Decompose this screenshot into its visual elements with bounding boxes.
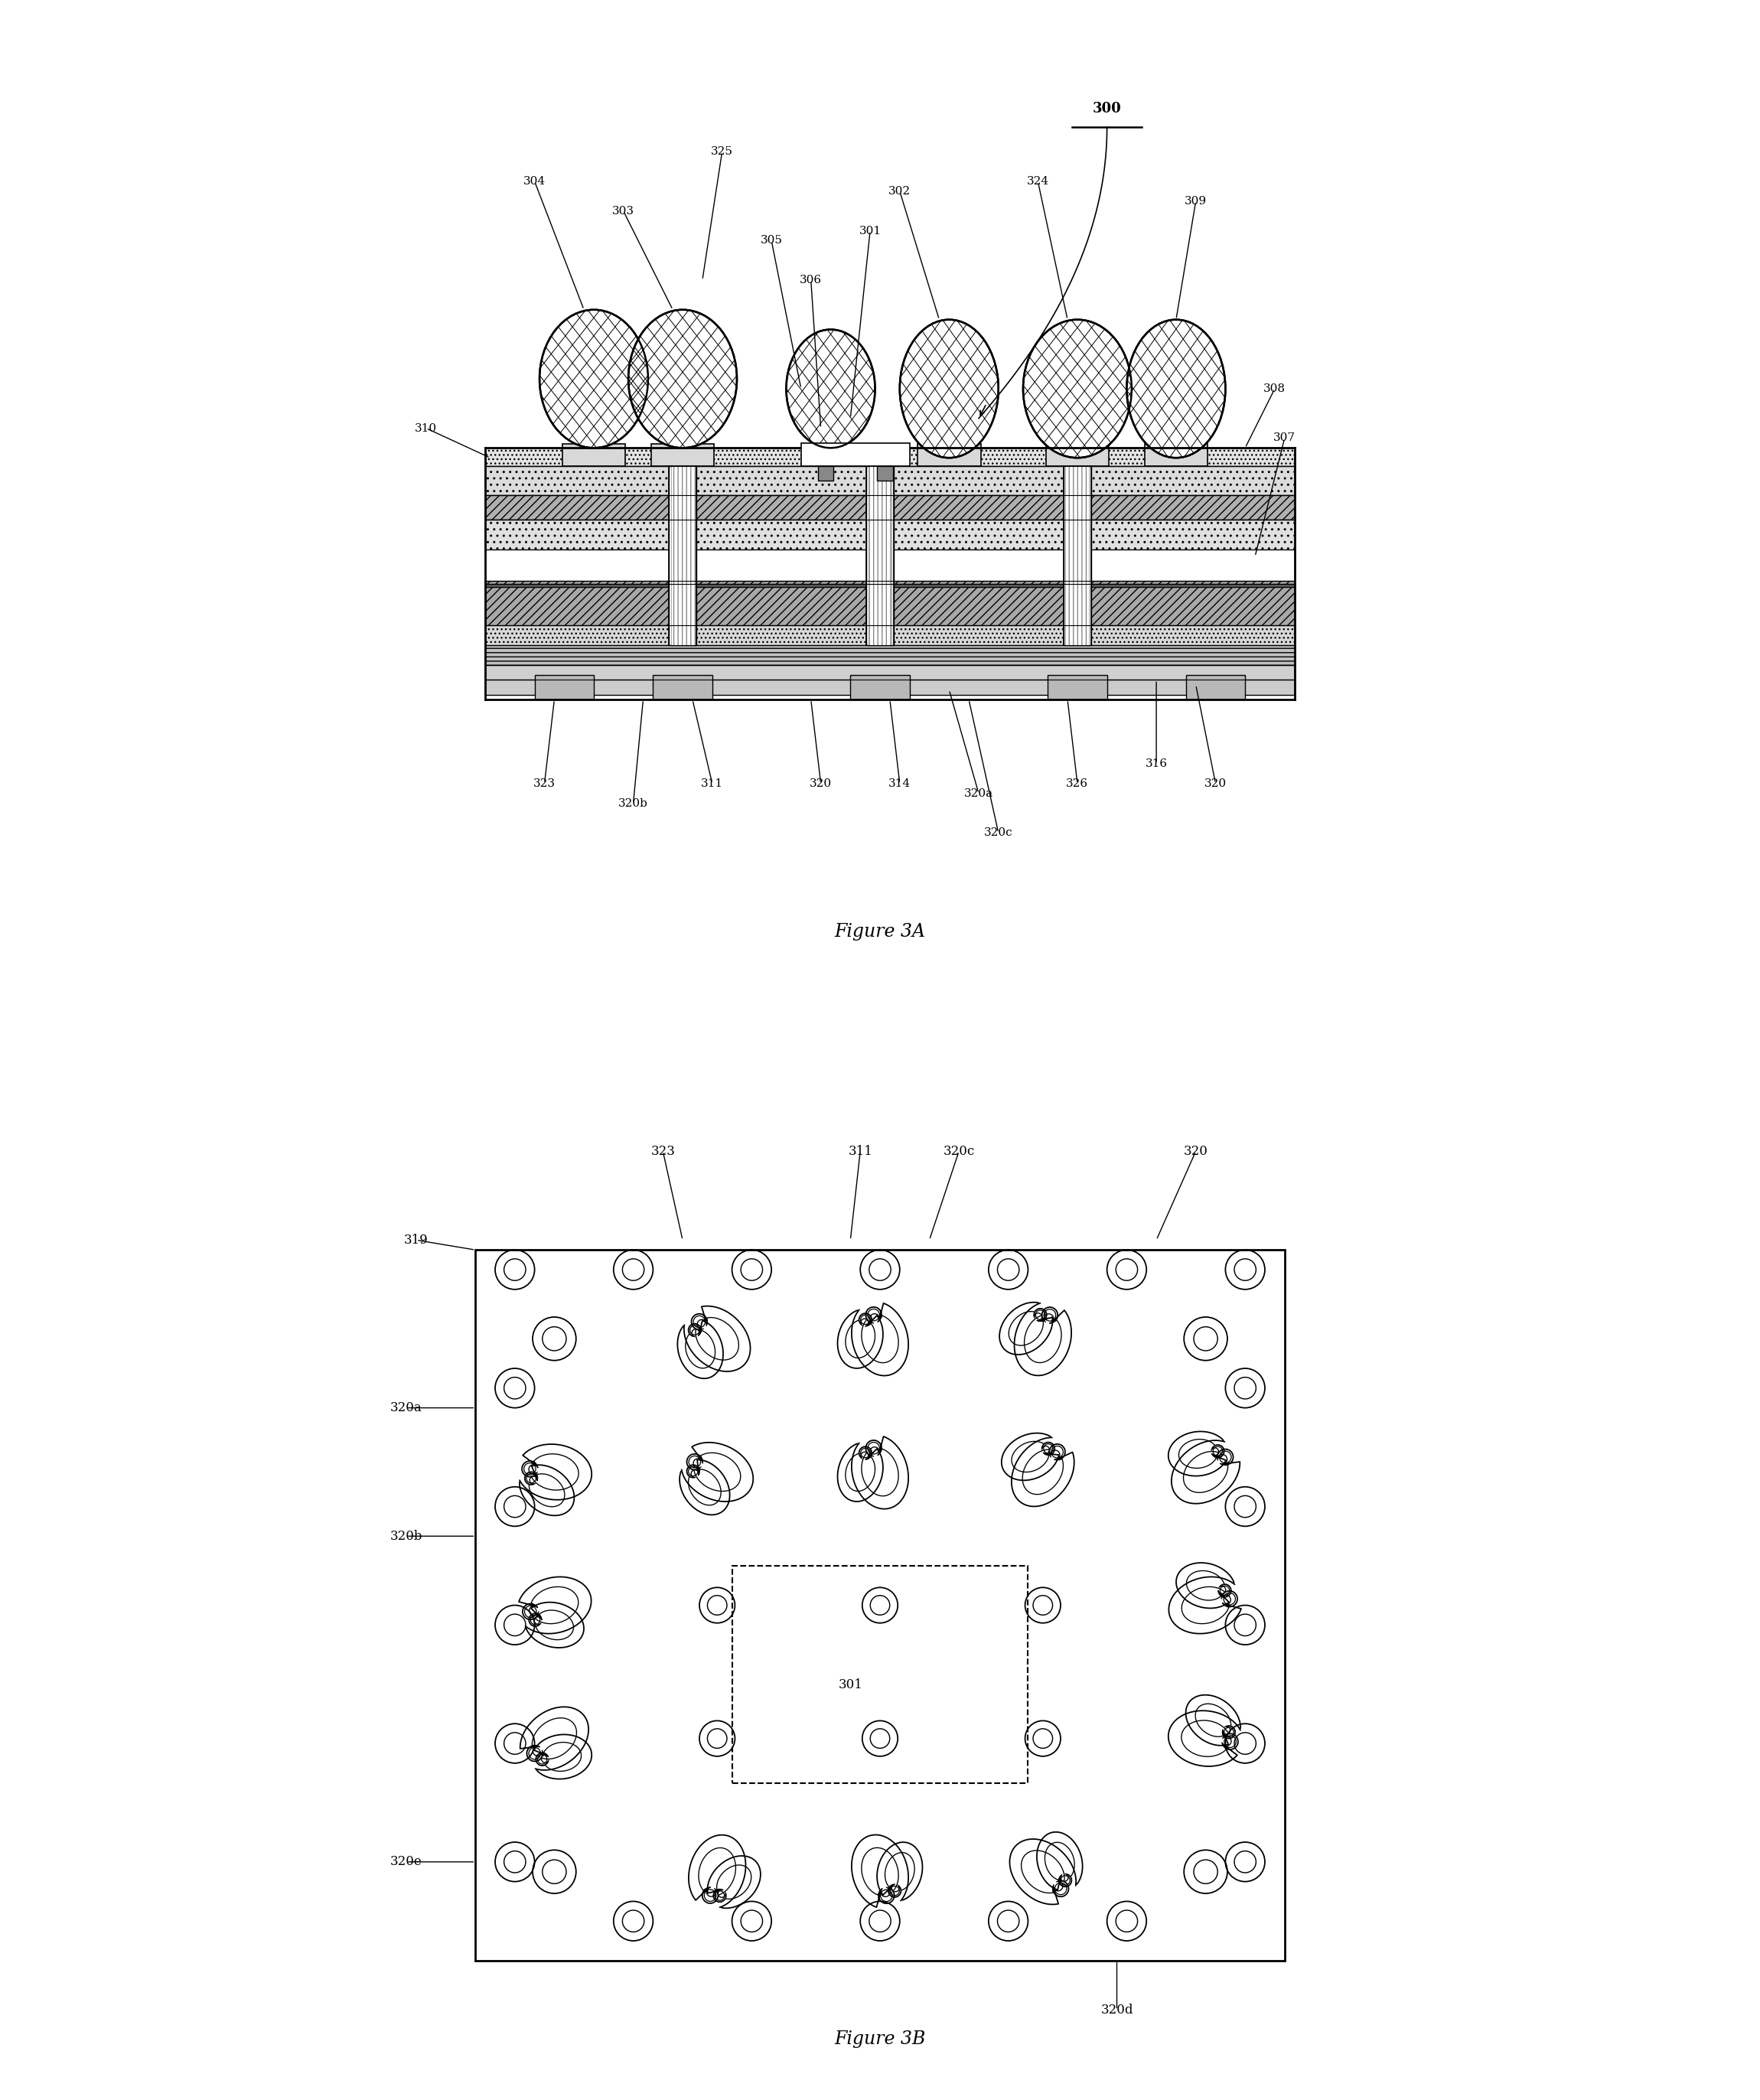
Bar xyxy=(486,680,1295,695)
Bar xyxy=(671,466,695,645)
Text: 302: 302 xyxy=(889,187,912,197)
Text: 301: 301 xyxy=(859,225,882,235)
Bar xyxy=(1144,443,1207,466)
Text: Figure 3A: Figure 3A xyxy=(834,922,926,941)
Bar xyxy=(818,466,834,481)
Bar xyxy=(850,674,910,699)
Text: 309: 309 xyxy=(1184,195,1207,206)
Bar xyxy=(868,466,892,645)
Text: 320b: 320b xyxy=(391,1529,422,1543)
Text: 304: 304 xyxy=(523,176,546,187)
Text: 308: 308 xyxy=(1264,384,1287,395)
Ellipse shape xyxy=(1023,319,1132,458)
Text: 307: 307 xyxy=(1274,433,1295,443)
Bar xyxy=(1045,443,1109,466)
Ellipse shape xyxy=(628,311,737,447)
Text: 319: 319 xyxy=(405,1233,428,1247)
Text: 323: 323 xyxy=(651,1144,676,1157)
Text: 306: 306 xyxy=(799,275,822,286)
Bar xyxy=(486,584,1295,588)
Bar xyxy=(866,466,894,645)
Text: 320c: 320c xyxy=(943,1144,975,1157)
Text: 320a: 320a xyxy=(391,1401,422,1413)
Bar xyxy=(486,496,1295,521)
Text: 320a: 320a xyxy=(964,788,993,798)
Ellipse shape xyxy=(899,319,998,458)
Text: 320c: 320c xyxy=(984,827,1012,838)
Text: 301: 301 xyxy=(838,1678,862,1693)
Bar xyxy=(486,666,1295,685)
Text: 320b: 320b xyxy=(618,798,648,808)
Text: 303: 303 xyxy=(612,206,635,216)
Text: 320d: 320d xyxy=(1100,2003,1133,2016)
Text: 310: 310 xyxy=(415,422,436,433)
Text: 326: 326 xyxy=(1067,779,1088,790)
Text: 325: 325 xyxy=(711,147,734,157)
Text: 320: 320 xyxy=(1204,779,1227,790)
Bar xyxy=(669,466,697,645)
Ellipse shape xyxy=(540,311,648,447)
Bar xyxy=(486,466,1295,496)
Text: 314: 314 xyxy=(889,779,912,790)
Bar xyxy=(732,1567,1028,1783)
Bar xyxy=(535,674,593,699)
Bar xyxy=(486,626,1295,668)
Bar xyxy=(1186,674,1244,699)
Text: 324: 324 xyxy=(1026,176,1049,187)
Text: 316: 316 xyxy=(1146,758,1167,769)
Bar xyxy=(475,1249,1285,1961)
Bar xyxy=(486,447,1295,466)
Text: 311: 311 xyxy=(848,1144,873,1157)
Text: 300: 300 xyxy=(1093,101,1121,115)
Ellipse shape xyxy=(787,330,875,447)
Text: 311: 311 xyxy=(700,779,723,790)
Bar xyxy=(801,443,910,466)
Bar xyxy=(561,443,625,466)
Ellipse shape xyxy=(1126,319,1225,458)
Text: 320: 320 xyxy=(810,779,832,790)
Bar xyxy=(486,582,1295,643)
Text: 323: 323 xyxy=(533,779,556,790)
Bar xyxy=(653,674,713,699)
Bar xyxy=(1047,674,1107,699)
Bar xyxy=(1065,466,1089,645)
Bar xyxy=(917,443,980,466)
Bar xyxy=(651,443,715,466)
Text: Figure 3B: Figure 3B xyxy=(834,2031,926,2048)
Text: 305: 305 xyxy=(760,235,783,246)
Text: 320e: 320e xyxy=(391,1856,422,1869)
Bar xyxy=(486,521,1295,550)
Bar xyxy=(486,645,1295,666)
Text: 320: 320 xyxy=(1184,1144,1207,1157)
Bar xyxy=(876,466,892,481)
Bar xyxy=(1063,466,1091,645)
